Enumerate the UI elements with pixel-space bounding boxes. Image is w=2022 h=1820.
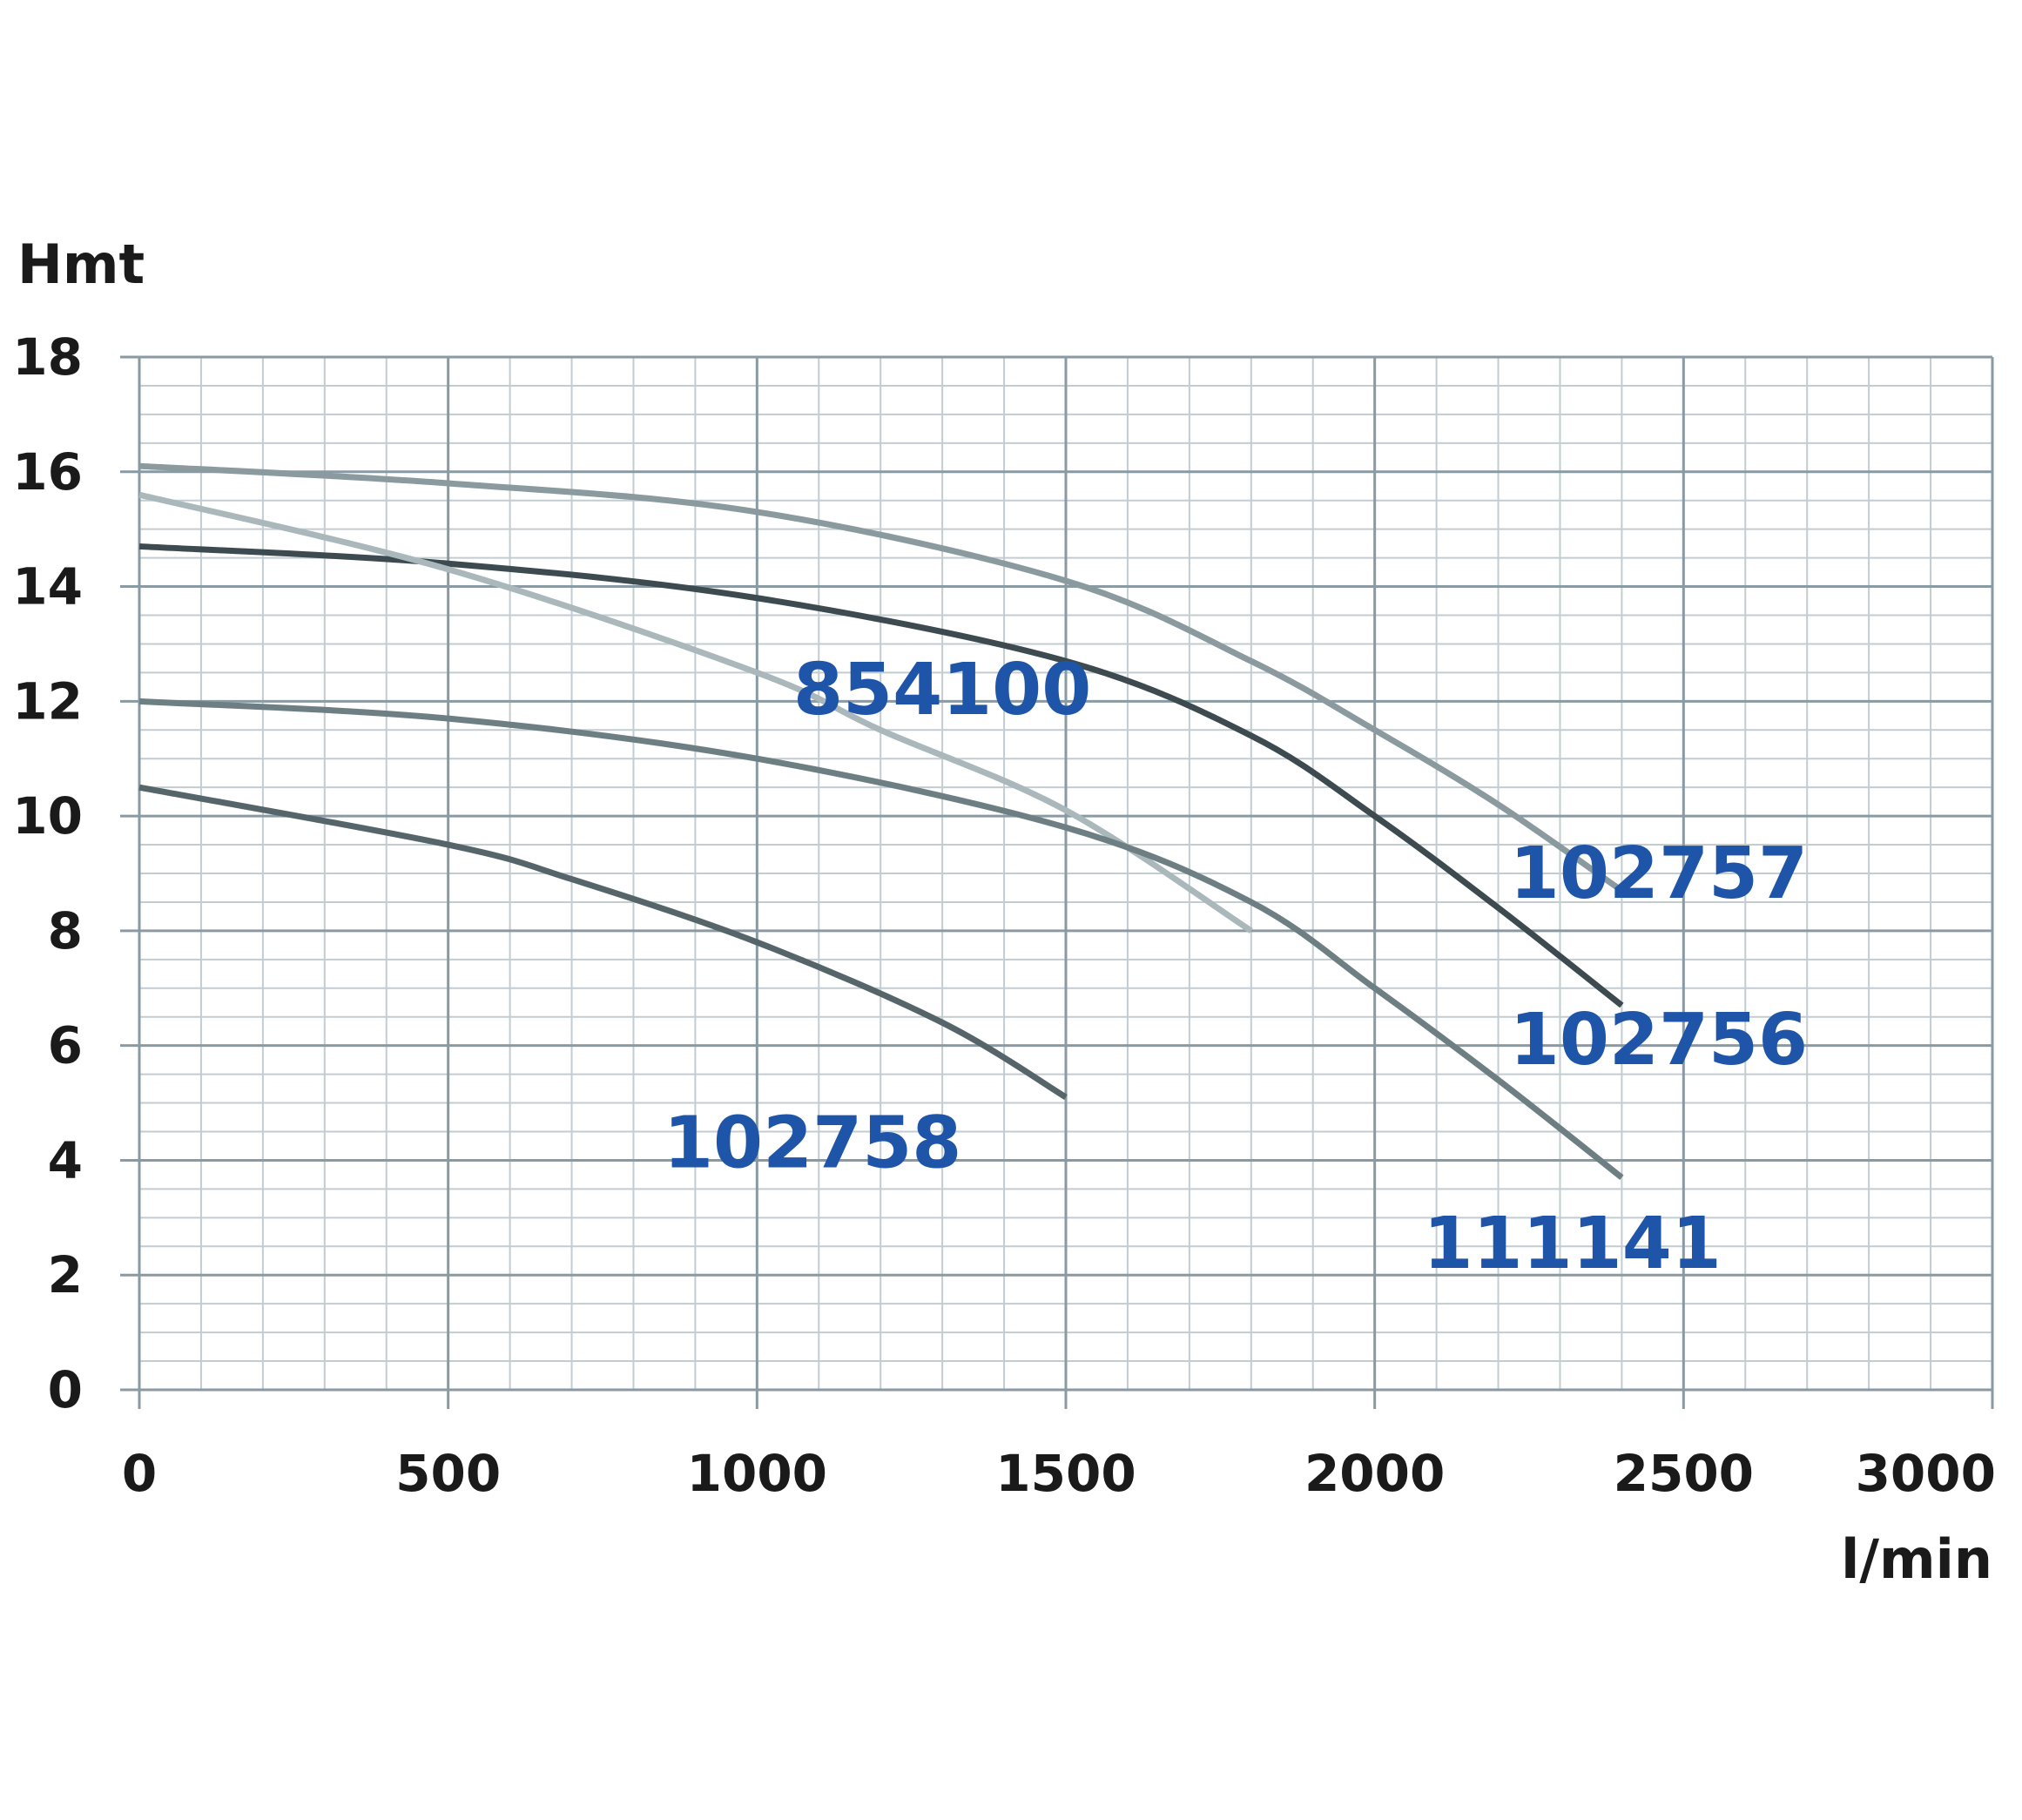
series-line-102757 (138, 462, 1624, 893)
x-tick-label: 1000 (687, 1444, 827, 1503)
x-tick-label: 0 (122, 1444, 157, 1503)
series-label-102756: 102756 (1510, 999, 1808, 1082)
y-tick-label: 6 (48, 1016, 83, 1075)
y-tick-label: 18 (12, 327, 83, 387)
series-label-111141: 111141 (1423, 1203, 1721, 1285)
series-line-102758 (138, 784, 1068, 1100)
series-layer (138, 462, 1624, 1180)
x-tick-label: 3000 (1856, 1444, 1996, 1503)
series-label-102758: 102758 (664, 1102, 961, 1185)
series-label-854100: 854100 (793, 649, 1091, 731)
x-axis-title: l/min (1841, 1527, 1992, 1591)
x-tick-label: 1500 (995, 1444, 1136, 1503)
series-label-102757: 102757 (1510, 832, 1808, 915)
y-tick-label: 12 (12, 671, 83, 731)
x-tick-label: 2500 (1614, 1444, 1754, 1503)
y-tick-label: 16 (12, 442, 83, 502)
series-line-111141 (138, 698, 1624, 1180)
y-tick-label: 14 (12, 557, 83, 617)
grid (120, 355, 1994, 1409)
y-tick-label: 4 (48, 1130, 83, 1190)
x-tick-labels: 0 500 1000 1500 2000 2500 3000 (122, 1444, 1996, 1503)
x-tick-label: 500 (395, 1444, 501, 1503)
y-axis-title: Hmt (17, 233, 145, 296)
y-tick-label: 2 (48, 1245, 83, 1304)
y-tick-label: 8 (48, 901, 83, 961)
series-line-102756 (138, 543, 1624, 1008)
y-tick-label: 10 (12, 786, 83, 846)
y-tick-labels: 0 2 4 6 8 10 12 14 16 18 (12, 327, 83, 1419)
series-line-854100 (138, 491, 1253, 934)
x-tick-label: 2000 (1304, 1444, 1445, 1503)
series-labels: 854100 102757 102756 102758 111141 (664, 649, 1808, 1285)
y-tick-label: 0 (48, 1360, 83, 1419)
